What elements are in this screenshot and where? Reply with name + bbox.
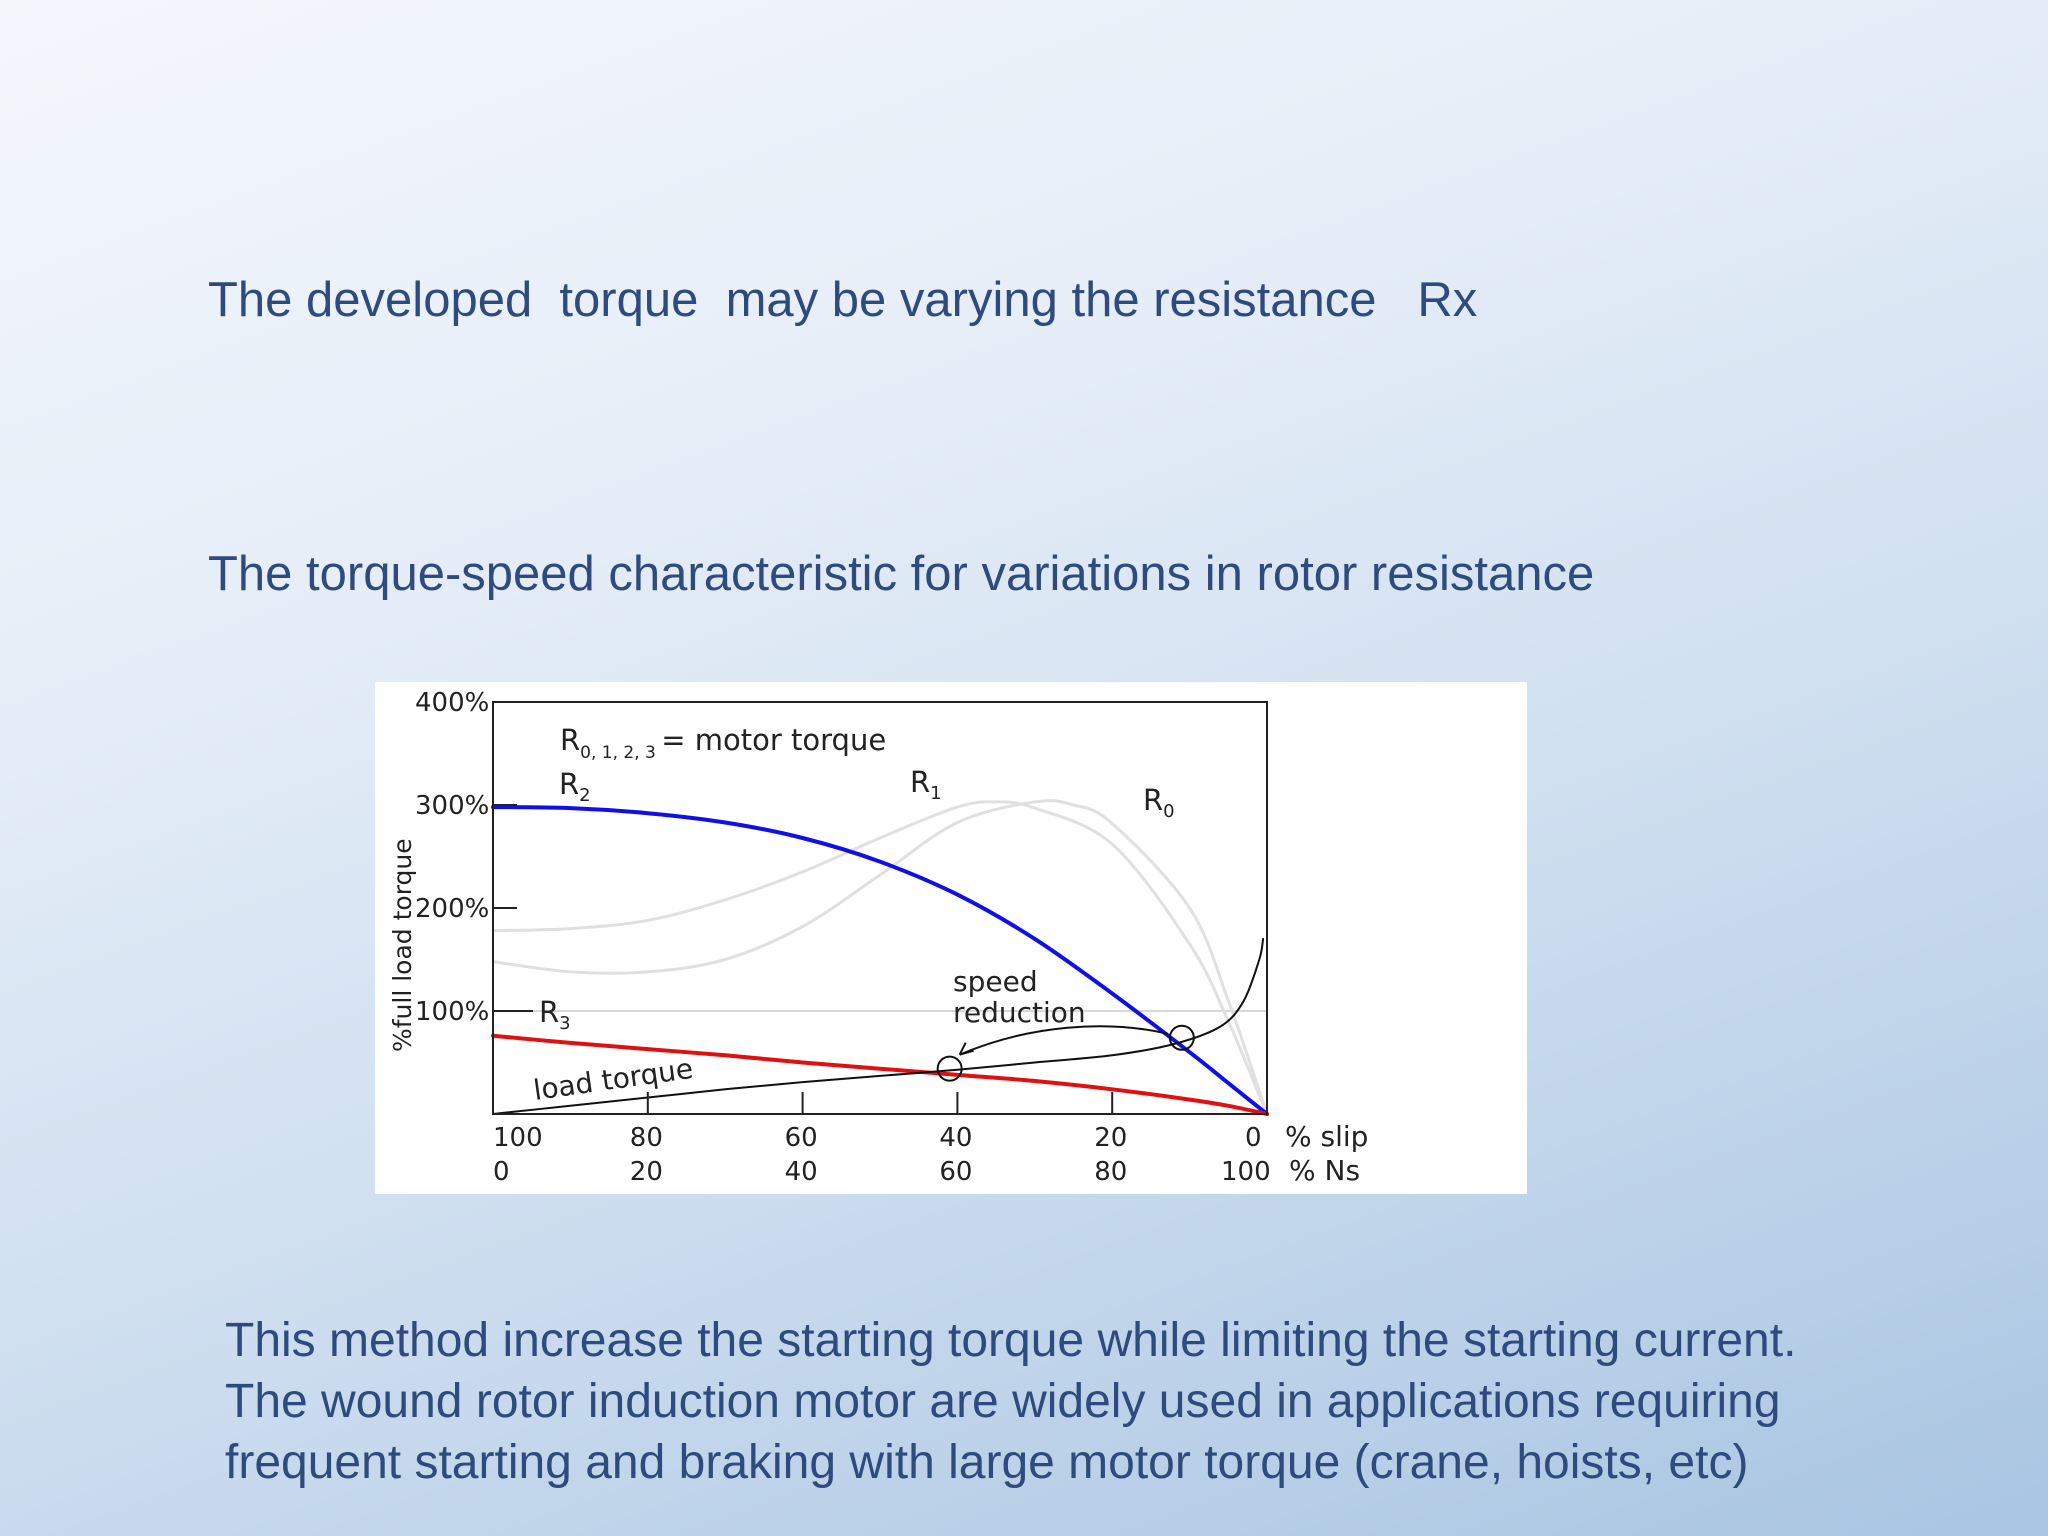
y-tick-label-200: 200% bbox=[415, 894, 489, 924]
x-tick-label-ns-60: 60 bbox=[939, 1157, 972, 1187]
x-tick-label-ns-100: 100 bbox=[1221, 1157, 1271, 1187]
axis-layer bbox=[493, 701, 1114, 1114]
y-axis-label: %full load torque bbox=[388, 838, 417, 1052]
torque-speed-chart-panel: 400% 300% 200% 100% 100 0 80 20 60 40 40 60 20 80 0 100… bbox=[375, 682, 1527, 1194]
speed-reduction-arrowhead bbox=[958, 1042, 974, 1056]
annotation-reduction: reduction bbox=[953, 996, 1086, 1029]
caption-line-1: This method increase the starting torque… bbox=[225, 1314, 1797, 1367]
x-tick-label-ns-80: 80 bbox=[1094, 1157, 1127, 1187]
annotation-load-torque: load torque bbox=[531, 1052, 695, 1107]
series-label-r1: R1 bbox=[910, 765, 942, 804]
speed-reduction-arrow bbox=[959, 1025, 1169, 1056]
legend-text: R0, 1, 2, 3 = motor torque bbox=[560, 723, 886, 763]
x-tick-label-slip-100: 100 bbox=[493, 1123, 543, 1153]
intersection-point-2 bbox=[1168, 1024, 1195, 1051]
series-line-r2 bbox=[491, 805, 1269, 1116]
series-label-r0: R0 bbox=[1143, 783, 1175, 822]
x-tick-label-slip-20: 20 bbox=[1094, 1123, 1127, 1153]
x-tick-label-slip-0: 0 bbox=[1245, 1123, 1262, 1153]
x-unit-ns: % Ns bbox=[1289, 1154, 1360, 1187]
y-tick-label-100: 100% bbox=[415, 997, 489, 1027]
torque-speed-chart: 400% 300% 200% 100% 100 0 80 20 60 40 40 60 20 80 0 100… bbox=[388, 688, 1368, 1187]
x-unit-slip: % slip bbox=[1285, 1120, 1368, 1153]
x-tick-label-slip-80: 80 bbox=[630, 1123, 663, 1153]
caption-line-3: frequent starting and braking with large… bbox=[225, 1436, 1749, 1489]
caption-line-2: The wound rotor induction motor are wide… bbox=[225, 1375, 1781, 1428]
labels-layer: 400% 300% 200% 100% 100 0 80 20 60 40 40 60 20 80 0 100… bbox=[388, 688, 1368, 1187]
x-tick-label-slip-60: 60 bbox=[785, 1123, 818, 1153]
x-tick-label-ns-40: 40 bbox=[785, 1157, 818, 1187]
series-label-r3: R3 bbox=[539, 995, 571, 1034]
series-line-r3 bbox=[491, 1033, 1269, 1116]
annotation-speed: speed bbox=[953, 965, 1038, 998]
slide-heading-rx: The developed torque may be varying the … bbox=[208, 273, 1478, 327]
y-tick-label-400: 400% bbox=[415, 688, 489, 718]
plot-frame bbox=[492, 701, 1268, 1115]
x-tick-label-slip-40: 40 bbox=[939, 1123, 972, 1153]
intersection-point-1 bbox=[936, 1055, 963, 1082]
y-tick-label-300: 300% bbox=[415, 791, 489, 821]
slide-caption: This method increase the starting torque… bbox=[225, 1310, 2025, 1493]
x-tick-label-ns-20: 20 bbox=[630, 1157, 663, 1187]
slide-heading-torque-speed: The torque-speed characteristic for vari… bbox=[208, 547, 1595, 601]
x-tick-label-ns-0: 0 bbox=[493, 1157, 510, 1187]
series-label-r2: R2 bbox=[559, 767, 591, 806]
series-line-r0 bbox=[491, 799, 1269, 1116]
series-line-r1 bbox=[491, 800, 1269, 1116]
